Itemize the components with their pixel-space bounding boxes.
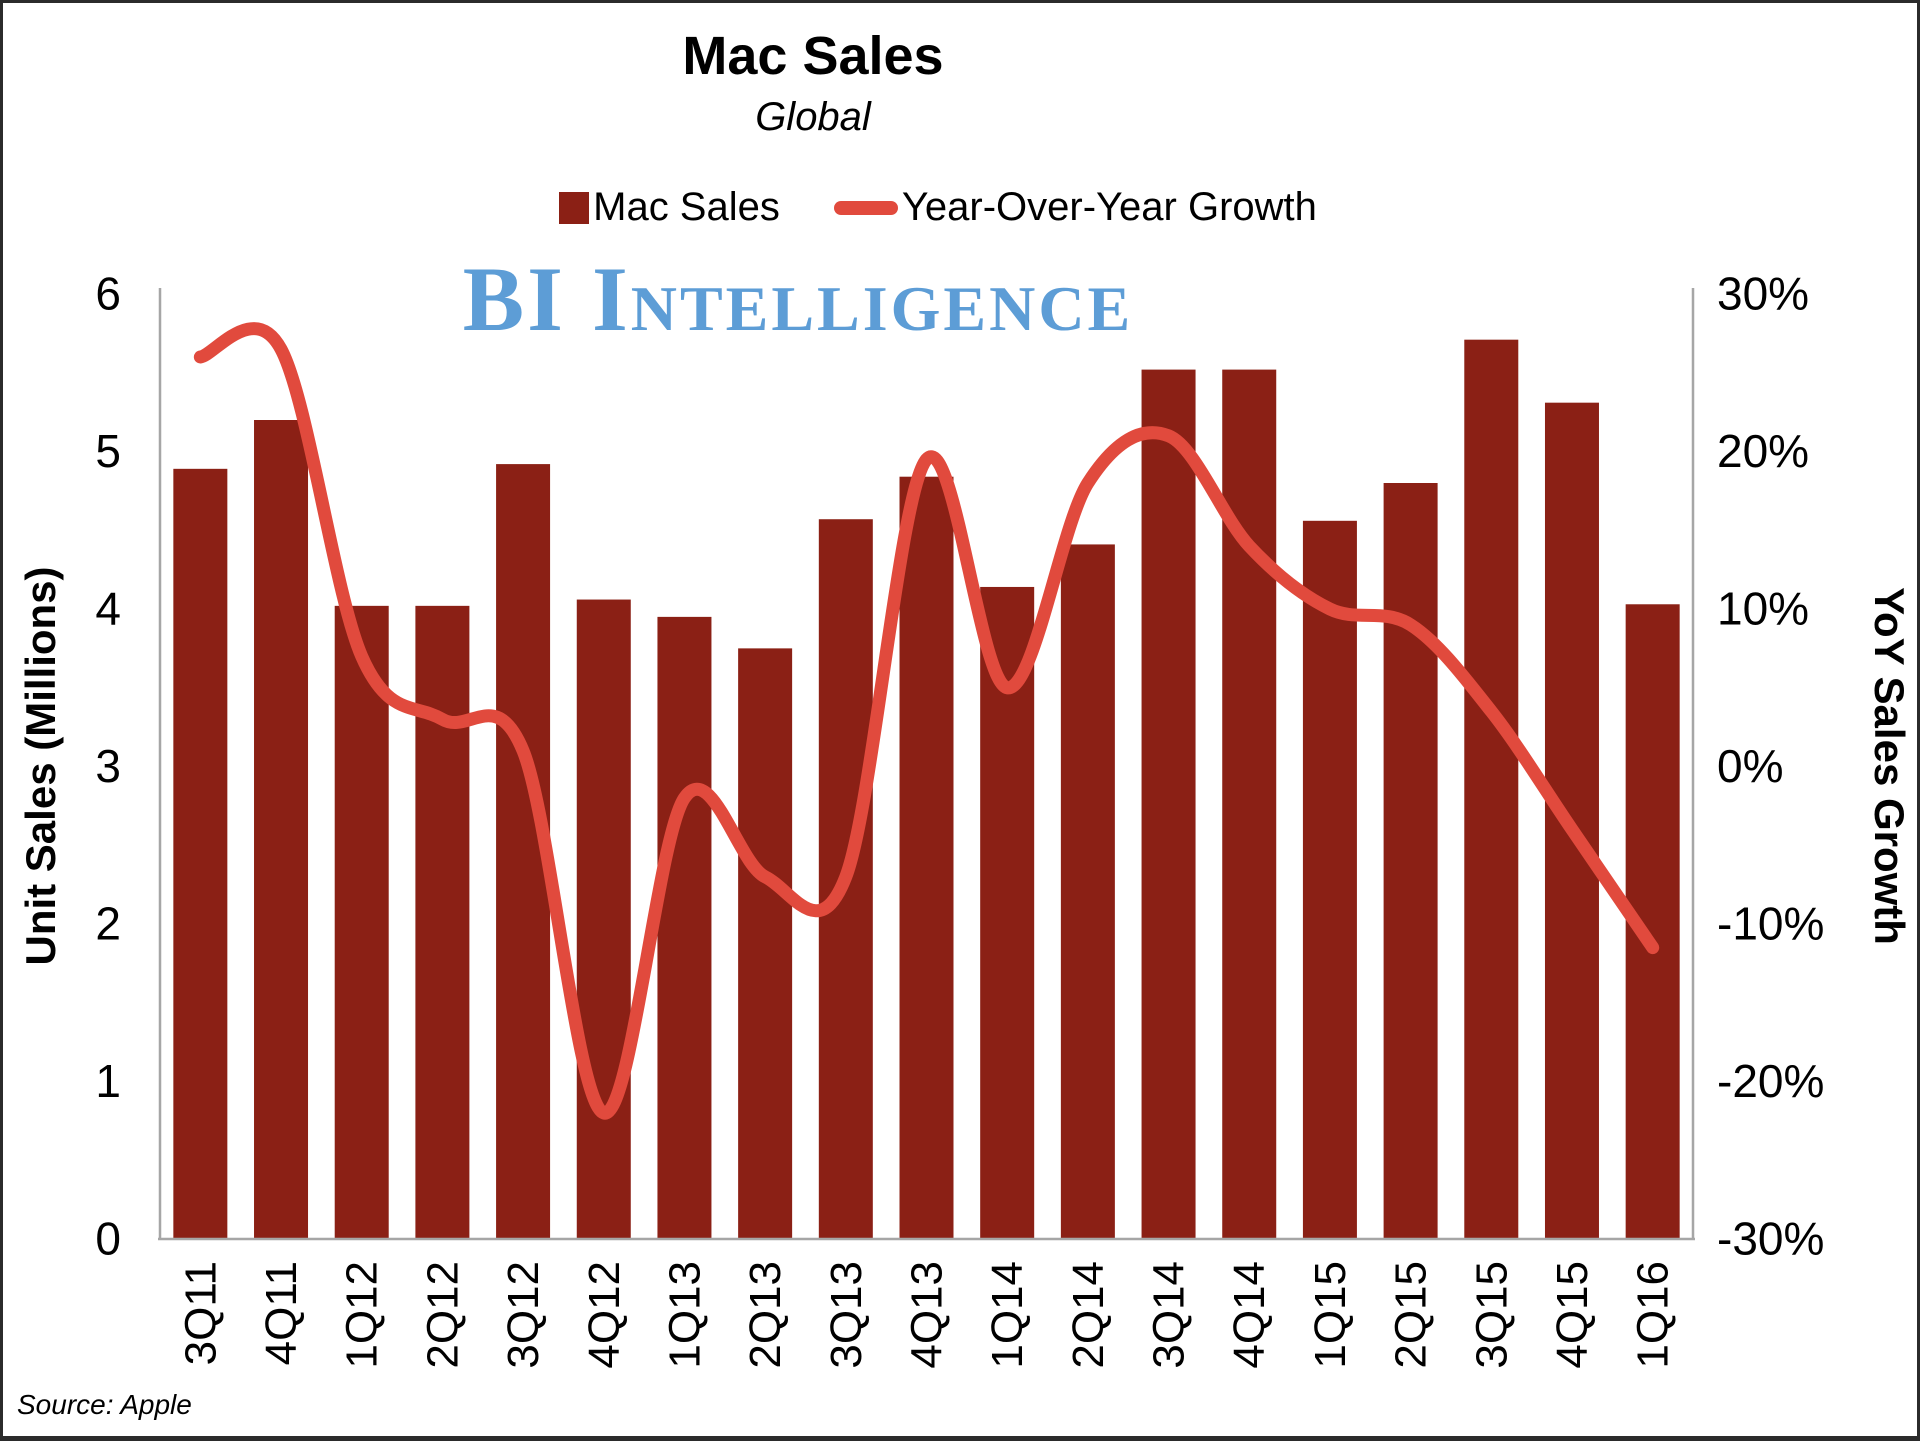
bar-2Q14 bbox=[1060, 544, 1115, 1239]
legend-item-mac-sales: Mac Sales bbox=[559, 185, 780, 230]
mac-sales-chart: 0 1 2 3 4 5 6 30% 20% 10% 0% -10% -20% -30% 3Q11 4Q11 1Q… bbox=[17, 268, 1913, 1369]
bar-3Q11 bbox=[173, 468, 228, 1239]
left-axis-tick-4: 4 bbox=[95, 583, 121, 635]
x-label-1Q12: 1Q12 bbox=[338, 1261, 387, 1369]
bi-intelligence-watermark: BI Intelligence bbox=[462, 248, 1134, 350]
source-note: Source: Apple bbox=[17, 1389, 192, 1420]
left-axis-tick-1: 1 bbox=[95, 1055, 121, 1107]
chart-title: Mac Sales bbox=[682, 26, 944, 86]
x-label-3Q15: 3Q15 bbox=[1467, 1261, 1516, 1369]
bar-1Q14 bbox=[980, 586, 1035, 1239]
x-label-1Q14: 1Q14 bbox=[983, 1261, 1032, 1369]
x-label-3Q13: 3Q13 bbox=[822, 1261, 871, 1369]
x-label-2Q13: 2Q13 bbox=[741, 1261, 790, 1369]
bar-3Q14 bbox=[1141, 369, 1196, 1240]
bar-series-swatch-icon bbox=[559, 191, 590, 224]
x-label-4Q14: 4Q14 bbox=[1225, 1261, 1274, 1369]
bar-1Q15 bbox=[1302, 520, 1357, 1239]
right-axis-title: YoY Sales Growth bbox=[1866, 587, 1913, 945]
x-label-1Q15: 1Q15 bbox=[1306, 1261, 1355, 1369]
bar-4Q11 bbox=[254, 420, 309, 1239]
legend-label-mac-sales: Mac Sales bbox=[593, 185, 780, 229]
bar-4Q14 bbox=[1222, 369, 1277, 1240]
left-axis-tick-5: 5 bbox=[95, 425, 121, 477]
x-label-2Q14: 2Q14 bbox=[1064, 1261, 1113, 1369]
bar-2Q15 bbox=[1383, 483, 1438, 1239]
right-axis-tick--20: -20% bbox=[1717, 1055, 1824, 1107]
x-label-4Q13: 4Q13 bbox=[903, 1261, 952, 1369]
bar-1Q12 bbox=[334, 605, 389, 1239]
legend-item-yoy-growth: Year-Over-Year Growth bbox=[833, 185, 1317, 230]
right-axis-tick-20: 20% bbox=[1717, 425, 1809, 477]
left-axis-tick-0: 0 bbox=[95, 1213, 121, 1265]
x-label-4Q11: 4Q11 bbox=[257, 1261, 306, 1365]
bar-3Q15 bbox=[1464, 339, 1519, 1239]
x-label-2Q15: 2Q15 bbox=[1387, 1261, 1436, 1369]
bar-2Q12 bbox=[415, 605, 470, 1239]
bar-4Q12 bbox=[576, 599, 631, 1239]
bar-4Q13 bbox=[899, 476, 954, 1239]
left-axis-title: Unit Sales (Millions) bbox=[17, 566, 64, 965]
left-axis-tick-3: 3 bbox=[95, 740, 121, 792]
x-label-3Q12: 3Q12 bbox=[499, 1261, 548, 1369]
x-label-1Q13: 1Q13 bbox=[660, 1261, 709, 1369]
bar-2Q13 bbox=[738, 648, 793, 1239]
right-axis-tick-0: 0% bbox=[1717, 740, 1783, 792]
bar-1Q13 bbox=[657, 616, 712, 1239]
left-axis-tick-2: 2 bbox=[95, 898, 121, 950]
x-label-3Q14: 3Q14 bbox=[1145, 1261, 1194, 1369]
yoy-growth-line bbox=[193, 322, 1660, 1120]
x-label-2Q12: 2Q12 bbox=[418, 1261, 467, 1369]
right-axis-tick-10: 10% bbox=[1717, 583, 1809, 635]
right-axis-tick--10: -10% bbox=[1717, 898, 1824, 950]
x-label-3Q11: 3Q11 bbox=[176, 1261, 225, 1365]
legend-label-yoy-growth: Year-Over-Year Growth bbox=[901, 185, 1317, 229]
x-label-4Q15: 4Q15 bbox=[1548, 1261, 1597, 1369]
right-axis-tick--30: -30% bbox=[1717, 1213, 1824, 1265]
x-label-1Q16: 1Q16 bbox=[1629, 1261, 1678, 1369]
chart-subtitle: Global bbox=[755, 95, 871, 139]
chart-legend: Mac Sales Year-Over-Year Growth bbox=[3, 185, 1873, 230]
left-axis-tick-6: 6 bbox=[95, 268, 121, 320]
x-label-4Q12: 4Q12 bbox=[580, 1261, 629, 1369]
line-series-swatch-icon bbox=[833, 200, 898, 215]
right-axis-tick-30: 30% bbox=[1717, 268, 1809, 320]
